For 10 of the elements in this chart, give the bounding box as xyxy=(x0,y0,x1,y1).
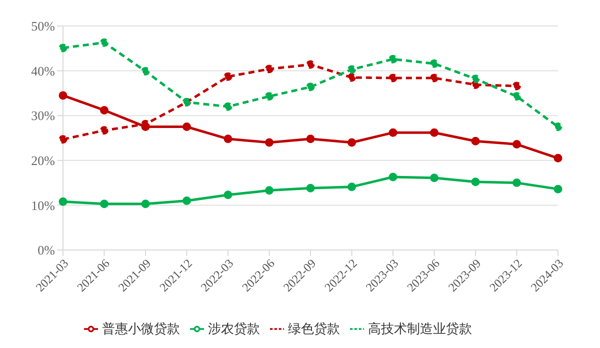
legend-label: 涉农贷款 xyxy=(208,322,260,337)
y-tick-label: 0% xyxy=(38,242,56,258)
y-tick-label: 20% xyxy=(31,153,56,168)
legend-label: 高技术制造业贷款 xyxy=(368,322,472,337)
y-tick-label: 10% xyxy=(31,198,56,213)
legend-label: 绿色贷款 xyxy=(288,322,340,337)
y-tick-label: 30% xyxy=(31,108,56,124)
y-tick-label: 40% xyxy=(31,63,56,78)
y-tick-label: 50% xyxy=(31,18,56,34)
legend-label: 普惠小微贷款 xyxy=(102,322,180,337)
